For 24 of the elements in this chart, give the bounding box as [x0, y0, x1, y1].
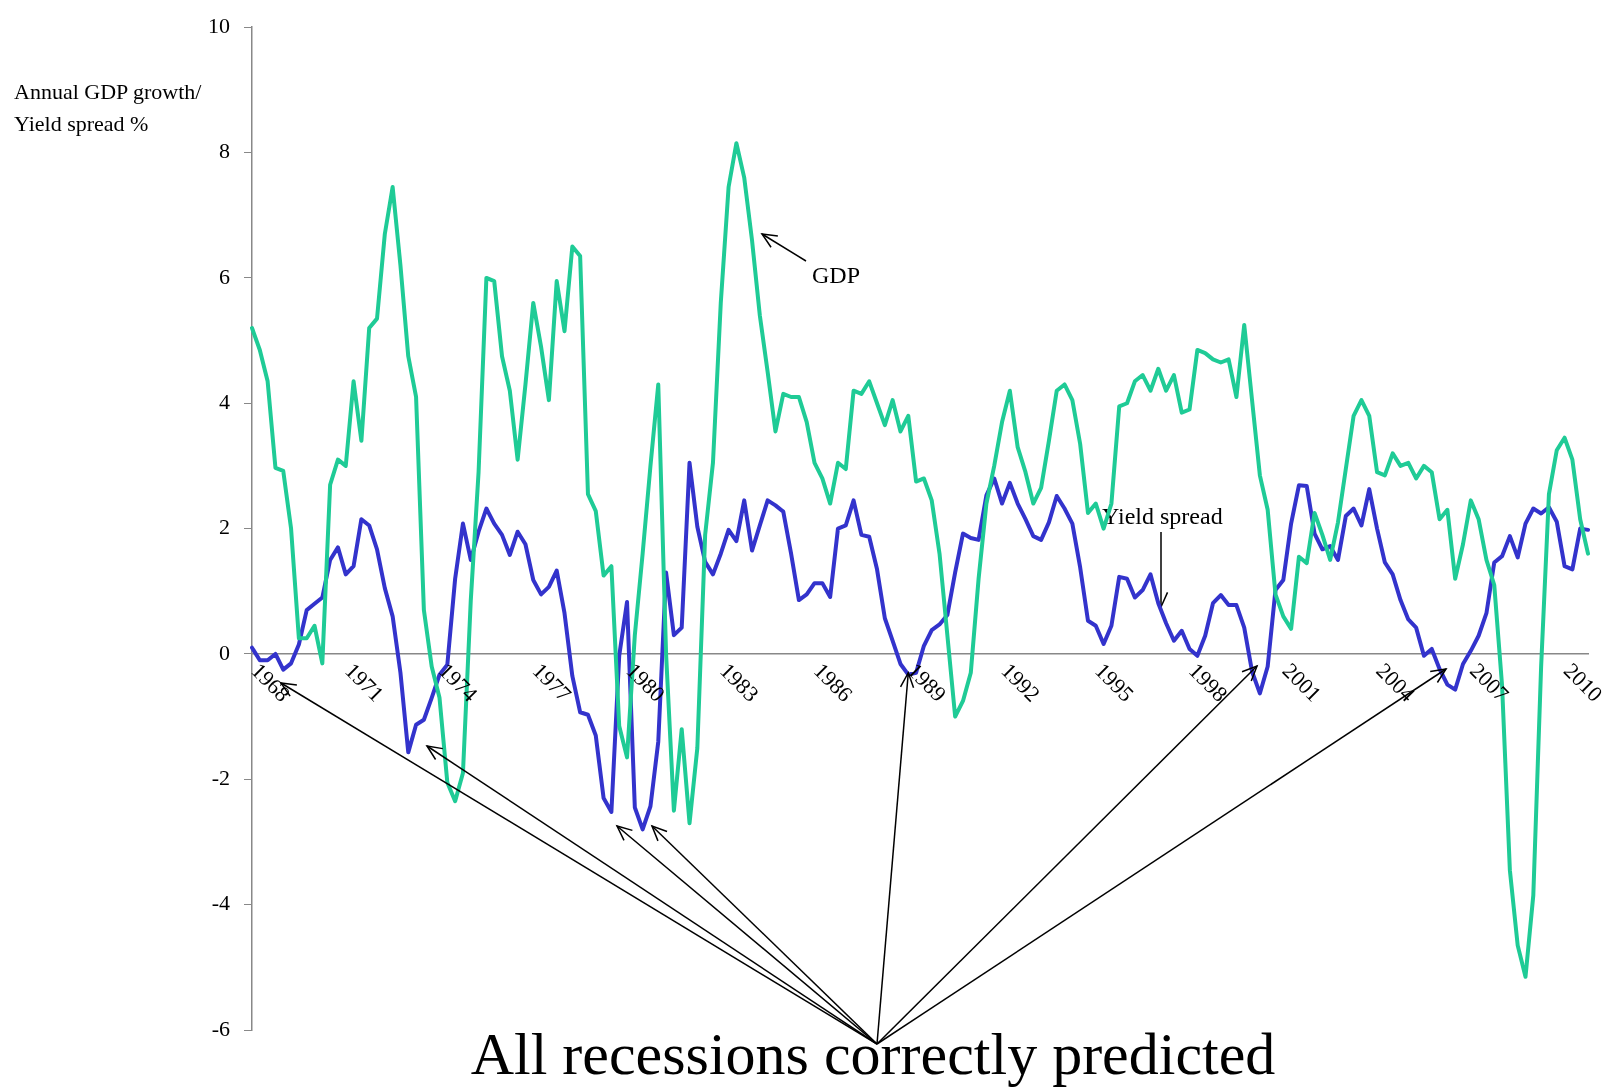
- x-tick-label: 1995: [1090, 657, 1139, 707]
- y-tick-label: -4: [211, 890, 230, 916]
- x-tick-label: 1989: [902, 657, 952, 707]
- y-tick-label: 8: [219, 138, 230, 164]
- x-tick-label: 2007: [1465, 657, 1514, 707]
- x-tick-label: 1992: [996, 657, 1046, 707]
- text: GDP: [812, 262, 861, 289]
- y-axis-title: Annual GDP growth/Yield spread %: [14, 78, 203, 138]
- y-tick-label: 10: [208, 12, 230, 38]
- x-tick-label: 1980: [621, 657, 671, 707]
- annotation: All recessions correctly predicted: [470, 1020, 1276, 1087]
- x-tick-label: 1968: [246, 657, 296, 707]
- x-tick-label: 1986: [808, 657, 858, 707]
- y-tick-label: 4: [219, 389, 230, 415]
- y-tick-label: 6: [219, 263, 230, 289]
- x-tick-label: 1983: [715, 657, 764, 707]
- y-tick-label: 2: [219, 514, 230, 540]
- x-tick-label: 1974: [433, 657, 483, 707]
- x-tick-label: 1971: [340, 657, 389, 707]
- x-tick-label: 1998: [1183, 657, 1233, 707]
- y-tick-label: -2: [211, 765, 230, 791]
- y-tick-label: -6: [211, 1015, 230, 1041]
- y-tick-label: 0: [219, 639, 230, 665]
- x-tick-label: 1977: [527, 657, 577, 707]
